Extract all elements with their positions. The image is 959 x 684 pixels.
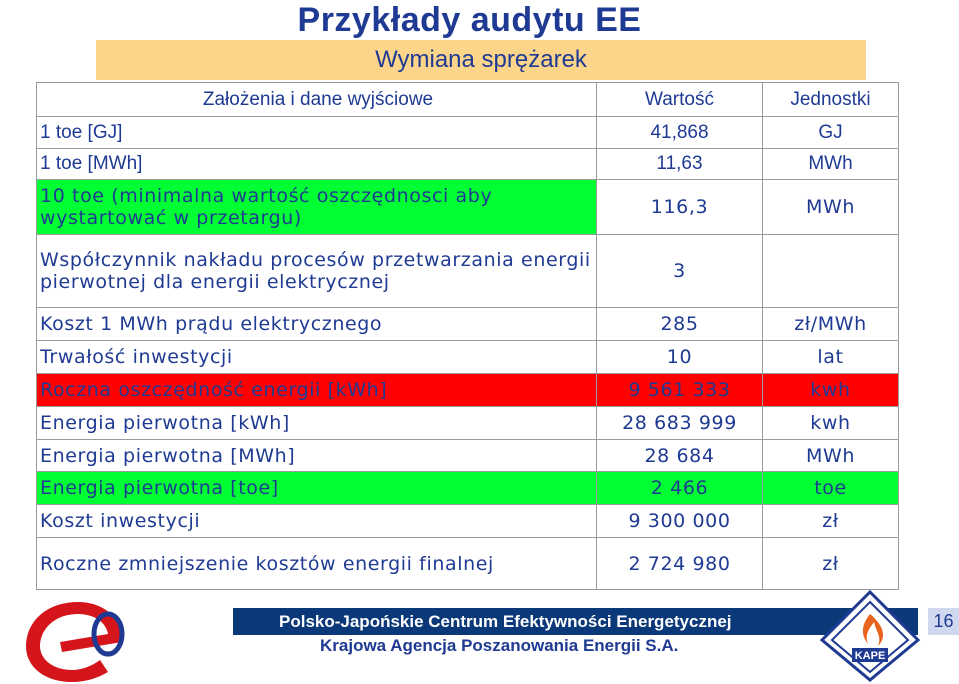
table-row: 1 toe [GJ] 41,868 GJ [36,116,899,149]
row-label: Energia pierwotna [toe] [36,471,597,505]
row-value: 2 466 [596,471,763,505]
row-unit: kwh [762,406,899,440]
row-label: Trwałość inwestycji [36,340,597,374]
row-unit: lat [762,340,899,374]
kape-logo-icon: KAPE [819,589,921,682]
slide-subtitle: Wymiana sprężarek [96,40,866,80]
row-value: 116,3 [596,179,763,235]
row-unit: GJ [762,116,899,149]
row-value: 28 684 [596,439,763,472]
row-label: Współczynnik nakładu procesów przetwarza… [36,234,597,308]
row-value: 2 724 980 [596,537,763,590]
slide-title: Przykłady audytu EE [297,1,642,39]
table-row: 1 toe [MWh] 11,63 MWh [36,148,899,180]
table-row: Energia pierwotna [kWh] 28 683 999 kwh [36,406,899,440]
row-value: 285 [596,307,763,341]
row-label: Koszt 1 MWh prądu elektrycznego [36,307,597,341]
column-header-value: Wartość [596,82,763,117]
footer-organization-line: Polsko-Japońskie Centrum Efektywności En… [233,608,918,635]
row-unit: MWh [762,439,899,472]
table-row: Koszt 1 MWh prądu elektrycznego 285 zł/M… [36,307,899,341]
row-unit: kwh [762,373,899,407]
row-label: Koszt inwestycji [36,504,597,538]
row-label: 1 toe [GJ] [36,116,597,149]
row-label: 1 toe [MWh] [36,148,597,180]
row-value: 9 561 333 [596,373,763,407]
row-unit: zł [762,504,899,538]
row-label: Energia pierwotna [kWh] [36,406,597,440]
row-label: Energia pierwotna [MWh] [36,439,597,472]
row-unit: MWh [762,148,899,180]
row-value: 11,63 [596,148,763,180]
table-header-row: Założenia i dane wyjściowe Wartość Jedno… [36,82,899,117]
page-number: 16 [928,608,959,635]
row-label: Roczne zmniejszenie kosztów energii fina… [36,537,597,590]
table-row: Roczne zmniejszenie kosztów energii fina… [36,537,899,590]
row-value: 9 300 000 [596,504,763,538]
row-value: 28 683 999 [596,406,763,440]
row-unit: toe [762,471,899,505]
efficiency-logo-icon [26,602,125,682]
table-row: Energia pierwotna [MWh] 28 684 MWh [36,439,899,472]
row-value: 41,868 [596,116,763,149]
row-value: 10 [596,340,763,374]
footer-agency-line: Krajowa Agencja Poszanowania Energii S.A… [320,636,679,655]
table-row-highlight-green: Energia pierwotna [toe] 2 466 toe [36,471,899,505]
table-row: Trwałość inwestycji 10 lat [36,340,899,374]
row-value: 3 [596,234,763,308]
table-row: Koszt inwestycji 9 300 000 zł [36,504,899,538]
audit-table: Założenia i dane wyjściowe Wartość Jedno… [36,82,899,590]
row-unit: MWh [762,179,899,235]
table-row-highlight-red: Roczna oszczędność energii [kWh] 9 561 3… [36,373,899,407]
table-row: Współczynnik nakładu procesów przetwarza… [36,234,899,308]
column-header-assumptions: Założenia i dane wyjściowe [36,82,597,117]
column-header-unit: Jednostki [762,82,899,117]
kape-logo-text: KAPE [855,650,886,662]
row-unit: zł [762,537,899,590]
row-unit [762,234,899,308]
row-label: Roczna oszczędność energii [kWh] [36,373,597,407]
row-unit: zł/MWh [762,307,899,341]
table-row: 10 toe (minimalna wartość oszczędnosci a… [36,179,899,235]
row-label: 10 toe (minimalna wartość oszczędnosci a… [36,179,597,235]
